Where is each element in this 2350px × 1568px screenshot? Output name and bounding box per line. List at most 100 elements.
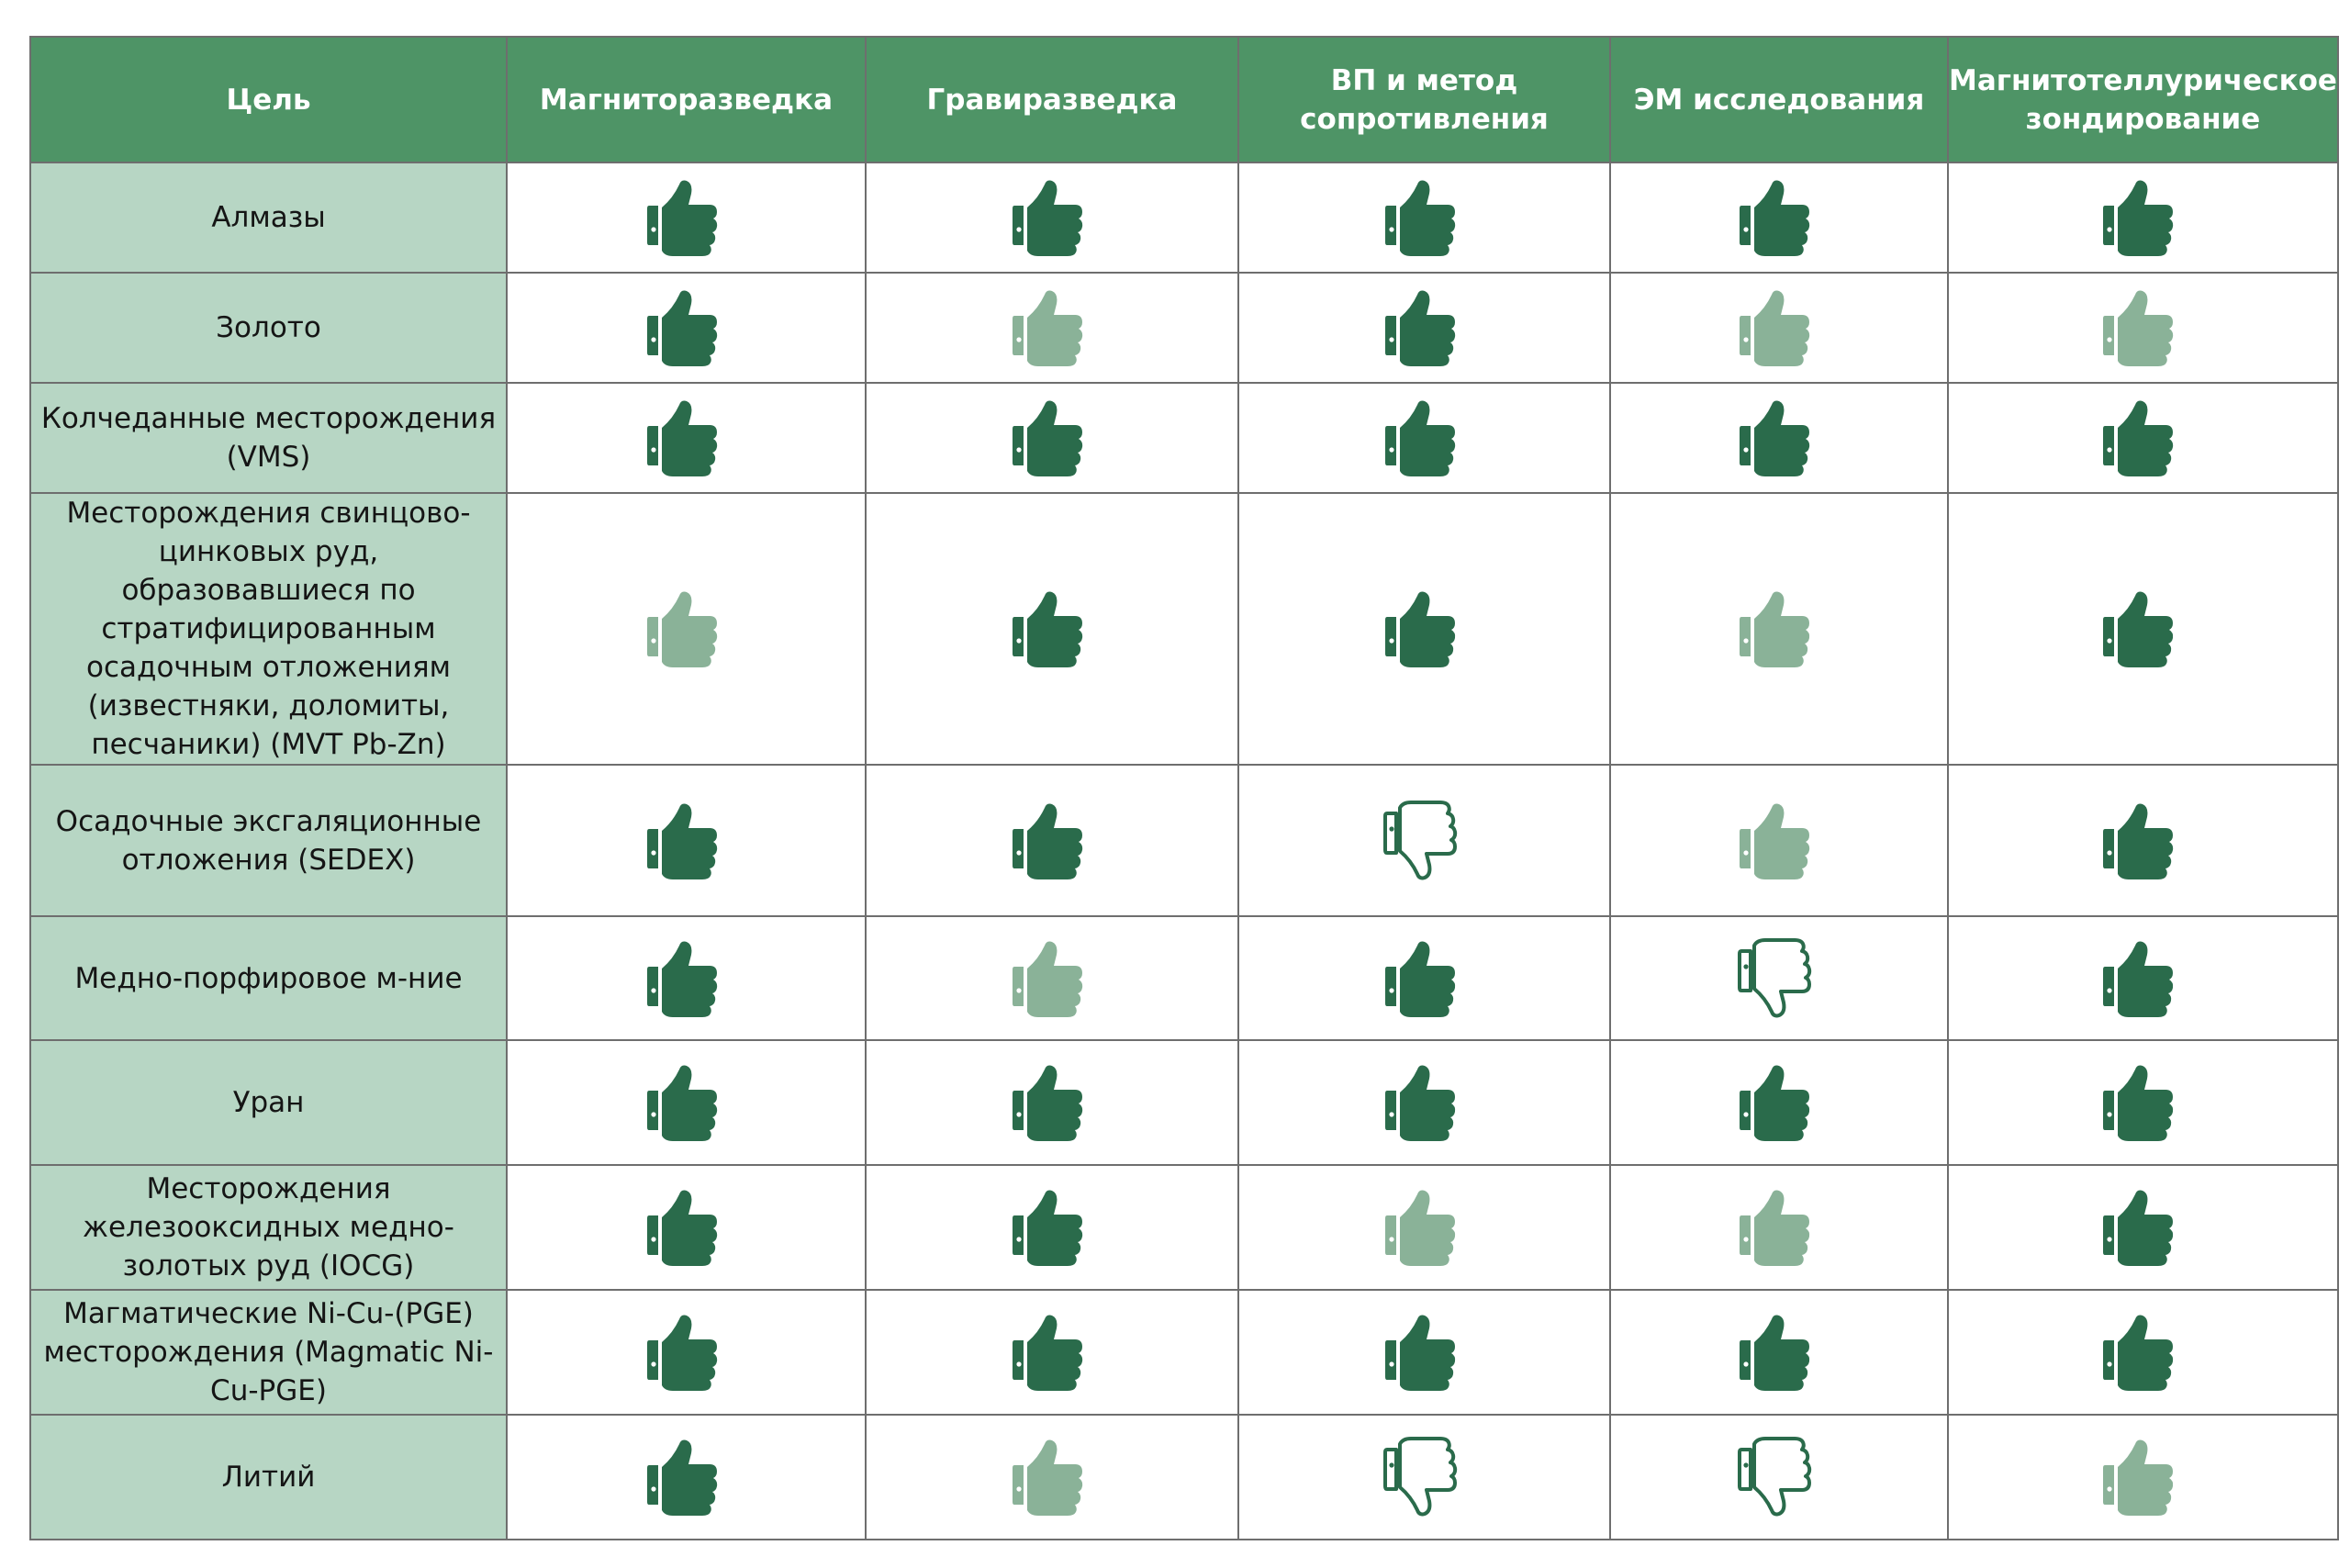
rating-cell [865, 162, 1239, 274]
rating-cell [1237, 1414, 1611, 1540]
rating-cell [1609, 1039, 1949, 1166]
rating-cell [865, 492, 1239, 766]
table-row: Золото [29, 272, 2339, 384]
thumbs-up-icon [2100, 936, 2185, 1021]
thumbs-down-icon [1382, 1435, 1467, 1519]
target-cell: Колчеданные месторождения (VMS) [29, 382, 508, 494]
thumbs-up-icon [2100, 1310, 2185, 1394]
rating-cell [1237, 915, 1611, 1041]
rating-cell [1237, 1164, 1611, 1291]
rating-cell [1947, 1289, 2339, 1416]
target-cell: Алмазы [29, 162, 508, 274]
rating-cell [1947, 382, 2339, 494]
rating-cell [1609, 1164, 1949, 1291]
thumbs-up-faded-icon [2100, 1435, 2185, 1519]
table-row: Магматические Ni-Cu-(PGE) месторождения … [29, 1289, 2339, 1416]
rating-cell [1609, 272, 1949, 384]
rating-cell [1947, 162, 2339, 274]
table-row: Алмазы [29, 162, 2339, 274]
thumbs-up-icon [644, 936, 729, 1021]
thumbs-up-faded-icon [644, 587, 729, 671]
thumbs-up-icon [644, 1185, 729, 1270]
target-cell: Золото [29, 272, 508, 384]
table-row: Литий [29, 1414, 2339, 1540]
rating-cell [1237, 492, 1611, 766]
thumbs-up-icon [1382, 1310, 1467, 1394]
rating-cell [506, 915, 867, 1041]
thumbs-up-icon [1382, 286, 1467, 370]
thumbs-up-icon [2100, 587, 2185, 671]
thumbs-up-icon [2100, 1185, 2185, 1270]
thumbs-down-icon [1382, 799, 1467, 883]
rating-cell [1237, 162, 1611, 274]
thumbs-down-icon [1737, 1435, 1821, 1519]
thumbs-up-icon [1010, 396, 1094, 480]
rating-cell [865, 272, 1239, 384]
table-row: Месторождения свинцово-цинковых руд, обр… [29, 492, 2339, 766]
rating-cell [1609, 764, 1949, 917]
survey-matrix-table: Цель Магниторазведка Гравиразведка ВП и … [29, 36, 2339, 1540]
thumbs-up-icon [1010, 1310, 1094, 1394]
rating-cell [1947, 764, 2339, 917]
table-row: Колчеданные месторождения (VMS) [29, 382, 2339, 494]
thumbs-up-icon [1382, 936, 1467, 1021]
thumbs-up-faded-icon [1010, 286, 1094, 370]
header-target: Цель [29, 36, 508, 163]
header-em: ЭМ исследования [1609, 36, 1949, 163]
thumbs-up-icon [1382, 587, 1467, 671]
thumbs-up-icon [1737, 175, 1821, 260]
thumbs-up-icon [644, 175, 729, 260]
target-cell: Уран [29, 1039, 508, 1166]
target-cell: Месторождения свинцово-цинковых руд, обр… [29, 492, 508, 766]
target-cell: Месторождения железооксидных медно-золот… [29, 1164, 508, 1291]
rating-cell [865, 1289, 1239, 1416]
thumbs-up-icon [1382, 1060, 1467, 1145]
thumbs-up-icon [2100, 175, 2185, 260]
thumbs-up-faded-icon [1737, 1185, 1821, 1270]
rating-cell [1609, 1289, 1949, 1416]
thumbs-up-icon [644, 1435, 729, 1519]
thumbs-up-icon [1010, 175, 1094, 260]
rating-cell [1609, 915, 1949, 1041]
thumbs-up-icon [644, 286, 729, 370]
table-row: Уран [29, 1039, 2339, 1166]
thumbs-up-faded-icon [1010, 1435, 1094, 1519]
thumbs-down-icon [1737, 936, 1821, 1021]
rating-cell [865, 1039, 1239, 1166]
thumbs-up-icon [2100, 799, 2185, 883]
rating-cell [1237, 1289, 1611, 1416]
target-cell: Магматические Ni-Cu-(PGE) месторождения … [29, 1289, 508, 1416]
rating-cell [506, 1164, 867, 1291]
thumbs-up-icon [1737, 1060, 1821, 1145]
thumbs-up-icon [2100, 1060, 2185, 1145]
thumbs-up-icon [1010, 1060, 1094, 1145]
table-row: Медно-порфировое м-ние [29, 915, 2339, 1041]
rating-cell [1237, 1039, 1611, 1166]
thumbs-up-icon [1010, 1185, 1094, 1270]
target-cell: Осадочные эксгаляционные отложения (SEDE… [29, 764, 508, 917]
thumbs-up-faded-icon [1737, 587, 1821, 671]
rating-cell [1947, 1414, 2339, 1540]
thumbs-up-icon [1737, 396, 1821, 480]
rating-cell [1609, 382, 1949, 494]
thumbs-up-icon [2100, 396, 2185, 480]
rating-cell [1237, 272, 1611, 384]
thumbs-up-icon [644, 396, 729, 480]
target-cell: Медно-порфировое м-ние [29, 915, 508, 1041]
rating-cell [506, 492, 867, 766]
rating-cell [506, 382, 867, 494]
rating-cell [1609, 1414, 1949, 1540]
rating-cell [506, 764, 867, 917]
thumbs-up-icon [1010, 799, 1094, 883]
header-row: Цель Магниторазведка Гравиразведка ВП и … [29, 36, 2339, 163]
table-row: Осадочные эксгаляционные отложения (SEDE… [29, 764, 2339, 917]
rating-cell [506, 272, 867, 384]
rating-cell [865, 1164, 1239, 1291]
rating-cell [865, 1414, 1239, 1540]
rating-cell [865, 915, 1239, 1041]
rating-cell [1609, 492, 1949, 766]
header-magnetic: Магниторазведка [506, 36, 867, 163]
thumbs-up-faded-icon [1737, 286, 1821, 370]
table-row: Месторождения железооксидных медно-золот… [29, 1164, 2339, 1291]
rating-cell [1237, 382, 1611, 494]
